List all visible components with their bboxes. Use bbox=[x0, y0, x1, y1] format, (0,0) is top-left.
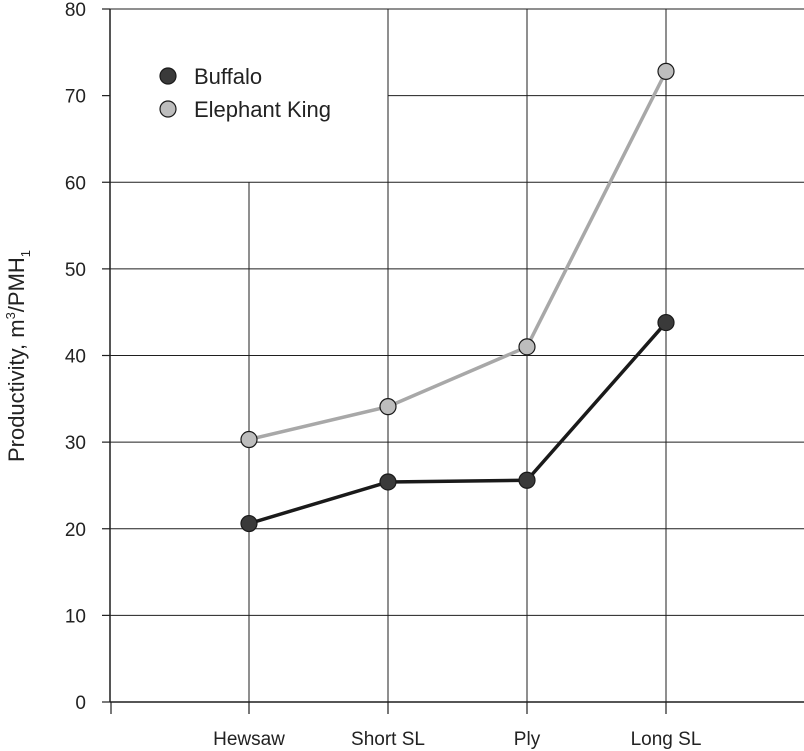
y-tick-label-20: 20 bbox=[65, 520, 86, 541]
x-tick-label-1: Short SL bbox=[351, 729, 425, 750]
x-tick-label-0: Hewsaw bbox=[213, 729, 285, 750]
y-tick-label-50: 50 bbox=[65, 260, 86, 281]
y-axis-title-subscript: 1 bbox=[18, 250, 33, 257]
axes bbox=[102, 8, 804, 714]
y-axis-title-base: Productivity, m bbox=[4, 319, 29, 462]
y-tick-label-0: 0 bbox=[75, 693, 86, 714]
x-tick-label-2: Ply bbox=[514, 729, 541, 750]
legend: Buffalo Elephant King bbox=[159, 64, 331, 122]
y-tick-label-80: 80 bbox=[65, 0, 86, 21]
legend-label-0: Buffalo bbox=[194, 64, 262, 89]
legend-marker-0 bbox=[159, 67, 177, 85]
legend-label-1: Elephant King bbox=[194, 97, 331, 122]
data-point-1-3 bbox=[657, 62, 675, 80]
y-axis-title-mid: /PMH bbox=[4, 257, 29, 312]
data-point-1-0 bbox=[240, 430, 258, 449]
series-layer bbox=[240, 62, 675, 533]
x-tick-labels: Hewsaw Short SL Ply Long SL bbox=[213, 729, 701, 750]
data-point-0-2 bbox=[518, 471, 536, 489]
grid-lines bbox=[110, 8, 804, 702]
data-point-1-2 bbox=[518, 338, 536, 356]
y-axis-title-superscript: 3 bbox=[3, 312, 18, 319]
y-tick-label-10: 10 bbox=[65, 606, 86, 627]
series-line-0 bbox=[248, 321, 668, 526]
y-tick-label-60: 60 bbox=[65, 173, 86, 194]
data-point-0-3 bbox=[657, 313, 675, 332]
y-tick-label-30: 30 bbox=[65, 433, 86, 454]
x-tick-label-3: Long SL bbox=[631, 729, 702, 750]
y-tick-label-70: 70 bbox=[65, 87, 86, 108]
data-point-0-1 bbox=[379, 473, 397, 491]
legend-marker-1 bbox=[159, 100, 177, 118]
y-axis-title: Productivity, m3/PMH1 bbox=[3, 250, 33, 462]
y-tick-label-40: 40 bbox=[65, 347, 86, 368]
data-point-1-1 bbox=[379, 398, 397, 416]
series-line-1 bbox=[248, 70, 668, 442]
y-tick-labels: 0 10 20 30 40 50 60 70 80 bbox=[65, 0, 86, 714]
data-point-0-0 bbox=[240, 514, 258, 533]
